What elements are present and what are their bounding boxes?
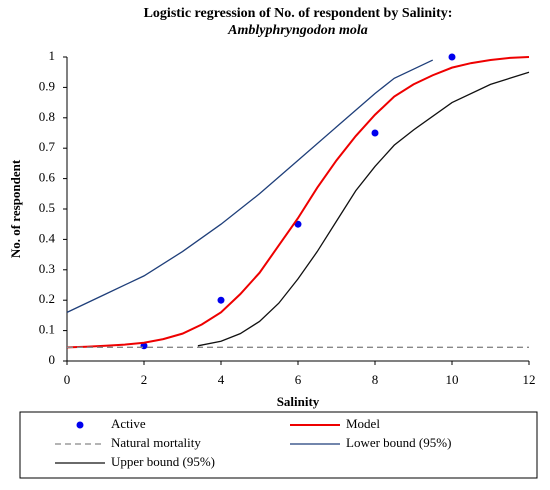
legend-label: Upper bound (95%) xyxy=(111,454,215,469)
series-line xyxy=(197,71,530,347)
y-tick-label: 0.4 xyxy=(39,230,56,245)
y-tick-label: 0.1 xyxy=(39,322,55,337)
legend-label: Active xyxy=(111,416,146,431)
y-tick-label: 0 xyxy=(49,352,56,367)
y-tick-label: 0.7 xyxy=(39,139,56,154)
chart-title: Logistic regression of No. of respondent… xyxy=(144,6,453,21)
legend-marker xyxy=(76,421,84,429)
y-tick-label: 1 xyxy=(49,48,56,63)
x-tick-label: 0 xyxy=(64,372,71,387)
x-tick-label: 4 xyxy=(218,372,225,387)
legend-label: Natural mortality xyxy=(111,435,201,450)
data-point xyxy=(448,53,456,61)
legend-label: Lower bound (95%) xyxy=(346,435,451,450)
data-point xyxy=(294,220,302,228)
series-line xyxy=(66,59,434,313)
y-tick-label: 0.3 xyxy=(39,261,55,276)
x-tick-label: 12 xyxy=(523,372,536,387)
y-axis-label: No. of respondent xyxy=(8,159,23,258)
legend-box xyxy=(19,411,538,479)
legend-label: Model xyxy=(346,416,380,431)
y-tick-label: 0.8 xyxy=(39,109,55,124)
data-point xyxy=(371,129,379,137)
y-tick-label: 0.2 xyxy=(39,291,55,306)
y-tick-label: 0.6 xyxy=(39,170,56,185)
x-tick-label: 6 xyxy=(295,372,302,387)
x-tick-label: 10 xyxy=(446,372,459,387)
series-line xyxy=(66,56,530,349)
chart-subtitle: Amblyphryngodon mola xyxy=(227,23,368,38)
data-point xyxy=(217,296,225,304)
y-tick-label: 0.5 xyxy=(39,200,55,215)
x-tick-label: 2 xyxy=(141,372,148,387)
x-tick-label: 8 xyxy=(372,372,379,387)
x-axis-label: Salinity xyxy=(277,394,320,409)
y-tick-label: 0.9 xyxy=(39,78,55,93)
